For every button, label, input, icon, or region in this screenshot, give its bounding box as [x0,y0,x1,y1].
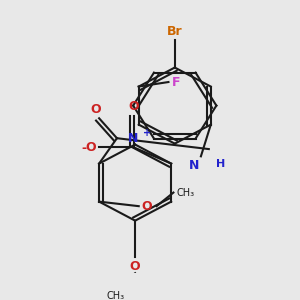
Text: H: H [216,159,225,169]
Text: CH₃: CH₃ [106,291,124,300]
Text: F: F [171,76,180,88]
Text: -: - [81,142,86,155]
Text: +: + [143,128,152,138]
Text: O: O [85,141,96,154]
Text: O: O [142,200,152,213]
Text: Br: Br [167,25,183,38]
Text: O: O [91,103,101,116]
Text: N: N [128,131,139,145]
Text: N: N [188,159,199,172]
Text: O: O [130,260,140,273]
Text: CH₃: CH₃ [176,188,194,198]
Text: O: O [128,100,139,113]
